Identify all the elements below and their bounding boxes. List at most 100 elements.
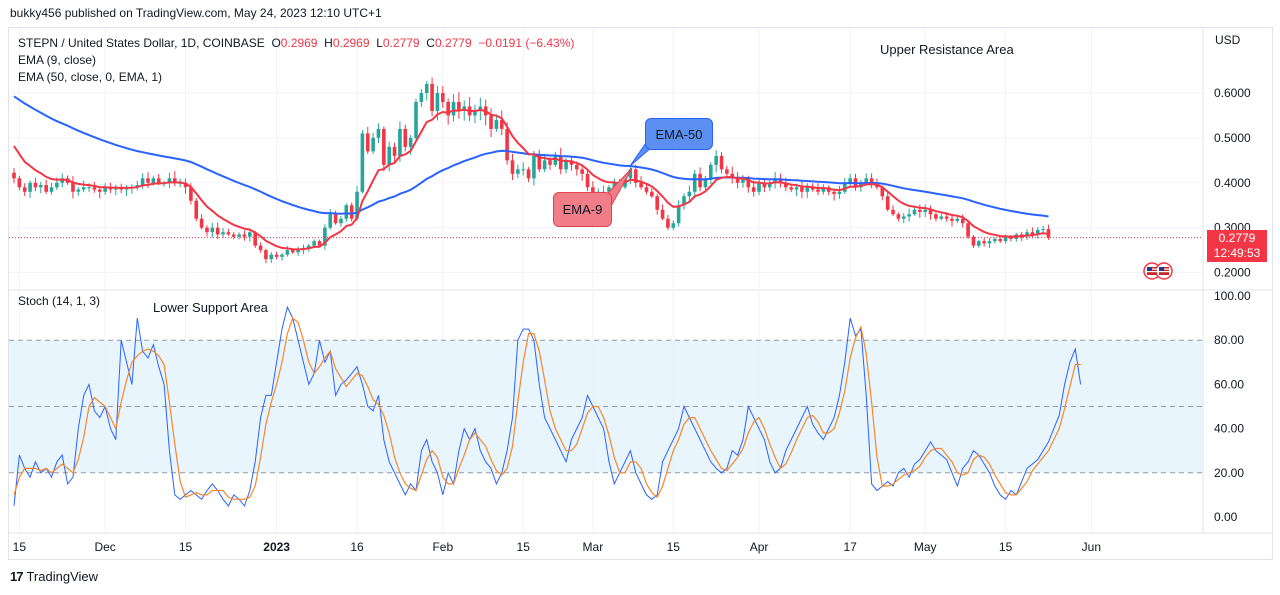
candle-body: [719, 155, 724, 170]
candle-body: [199, 218, 204, 228]
candle-body: [92, 187, 97, 190]
candle-body: [140, 178, 145, 186]
candle-body: [666, 218, 670, 228]
candle-body: [676, 205, 681, 224]
lower-support-annotation: Lower Support Area: [153, 300, 268, 315]
candle-body: [784, 182, 788, 188]
open-value: 0.2969: [280, 36, 318, 50]
candle-body: [1030, 232, 1035, 235]
candle-body: [800, 187, 804, 192]
candle-body: [1041, 229, 1045, 231]
candle-body: [307, 245, 311, 248]
ema9-legend[interactable]: EMA (9, close): [18, 53, 97, 67]
high-value: 0.2969: [332, 36, 370, 50]
candle-body: [280, 254, 284, 257]
candle-body: [516, 169, 520, 174]
candle-body: [977, 241, 981, 246]
candle-body: [146, 178, 150, 183]
candle-body: [451, 101, 456, 116]
time-tick-label: Jun: [1082, 540, 1101, 554]
candle-body: [912, 209, 917, 215]
symbol-legend[interactable]: STEPN / United States Dollar, 1D, COINBA…: [18, 36, 574, 50]
candle-body: [709, 164, 713, 179]
price-axis-unit: USD: [1215, 33, 1241, 47]
candle-body: [226, 232, 231, 235]
candle-body: [660, 209, 665, 219]
candle-body: [376, 128, 381, 138]
time-tick-label: Dec: [94, 540, 115, 554]
candle-body: [323, 227, 327, 246]
candle-body: [55, 182, 59, 188]
time-tick-label: Apr: [750, 540, 769, 554]
candle-body: [365, 133, 370, 152]
candle-body: [344, 205, 349, 219]
open-label: O: [271, 36, 281, 50]
candle-body: [494, 119, 499, 129]
candle-body: [499, 119, 504, 129]
candle-body: [789, 187, 793, 190]
candle-body: [269, 254, 274, 260]
candle-body: [71, 182, 75, 192]
candle-body: [612, 182, 617, 188]
candle-body: [805, 187, 810, 192]
candle-body: [682, 196, 686, 206]
candle-body: [869, 178, 874, 183]
stoch-k-line: [13, 305, 1082, 507]
ema50-callout: EMA-50: [645, 118, 713, 150]
time-tick-label: 15: [517, 540, 531, 554]
candle-body: [28, 182, 32, 192]
candle-body: [194, 200, 199, 219]
candle-body: [403, 128, 408, 147]
stoch-tick-label: 80.00: [1214, 333, 1244, 347]
candle-body: [424, 84, 429, 93]
candle-body: [703, 178, 708, 188]
high-label: H: [324, 36, 333, 50]
candle-body: [414, 101, 418, 138]
time-tick-label: 17: [843, 540, 857, 554]
candle-body: [521, 169, 525, 171]
candle-body: [231, 234, 236, 237]
time-tick-label: 15: [13, 540, 27, 554]
candle-body: [569, 160, 574, 165]
candle-body: [907, 214, 911, 217]
candle-body: [462, 106, 467, 111]
candle-body: [698, 173, 702, 188]
footer-brand: TradingView: [26, 569, 99, 584]
price-tick-label: 0.5000: [1214, 131, 1251, 145]
candle-body: [564, 160, 568, 170]
candle-body: [210, 227, 215, 233]
candle-body: [671, 223, 676, 228]
candle-body: [360, 133, 365, 192]
candle-body: [296, 250, 300, 253]
price-tick-label: 0.2000: [1214, 266, 1251, 280]
candle-body: [371, 137, 375, 152]
candle-body: [1035, 229, 1040, 235]
candle-body: [430, 84, 434, 111]
candle-body: [767, 182, 772, 188]
candle-body: [446, 101, 450, 116]
time-tick-label: Mar: [583, 540, 604, 554]
time-tick-label: 2023: [263, 540, 290, 554]
close-label: C: [426, 36, 435, 50]
candle-body: [537, 155, 542, 170]
us-flag-icon[interactable]: [1143, 262, 1173, 280]
candle-body: [655, 196, 659, 210]
ema50-legend[interactable]: EMA (50, close, 0, EMA, 1): [18, 70, 163, 84]
time-tick-label: 15: [179, 540, 193, 554]
footer-branding[interactable]: 17 TradingView: [10, 569, 98, 584]
stoch-legend[interactable]: Stoch (14, 1, 3): [18, 294, 101, 308]
candle-body: [339, 218, 343, 224]
candle-body: [944, 216, 949, 219]
candle-body: [644, 187, 649, 192]
candle-body: [794, 187, 799, 190]
candle-body: [49, 187, 54, 192]
candle-body: [408, 137, 413, 147]
candle-body: [489, 115, 493, 129]
candle-body: [725, 169, 729, 174]
candle-body: [441, 93, 445, 102]
candle-body: [33, 182, 38, 188]
time-tick-label: May: [914, 540, 937, 554]
publisher-line: bukky456 published on TradingView.com, M…: [10, 6, 382, 20]
candle-body: [934, 214, 938, 219]
